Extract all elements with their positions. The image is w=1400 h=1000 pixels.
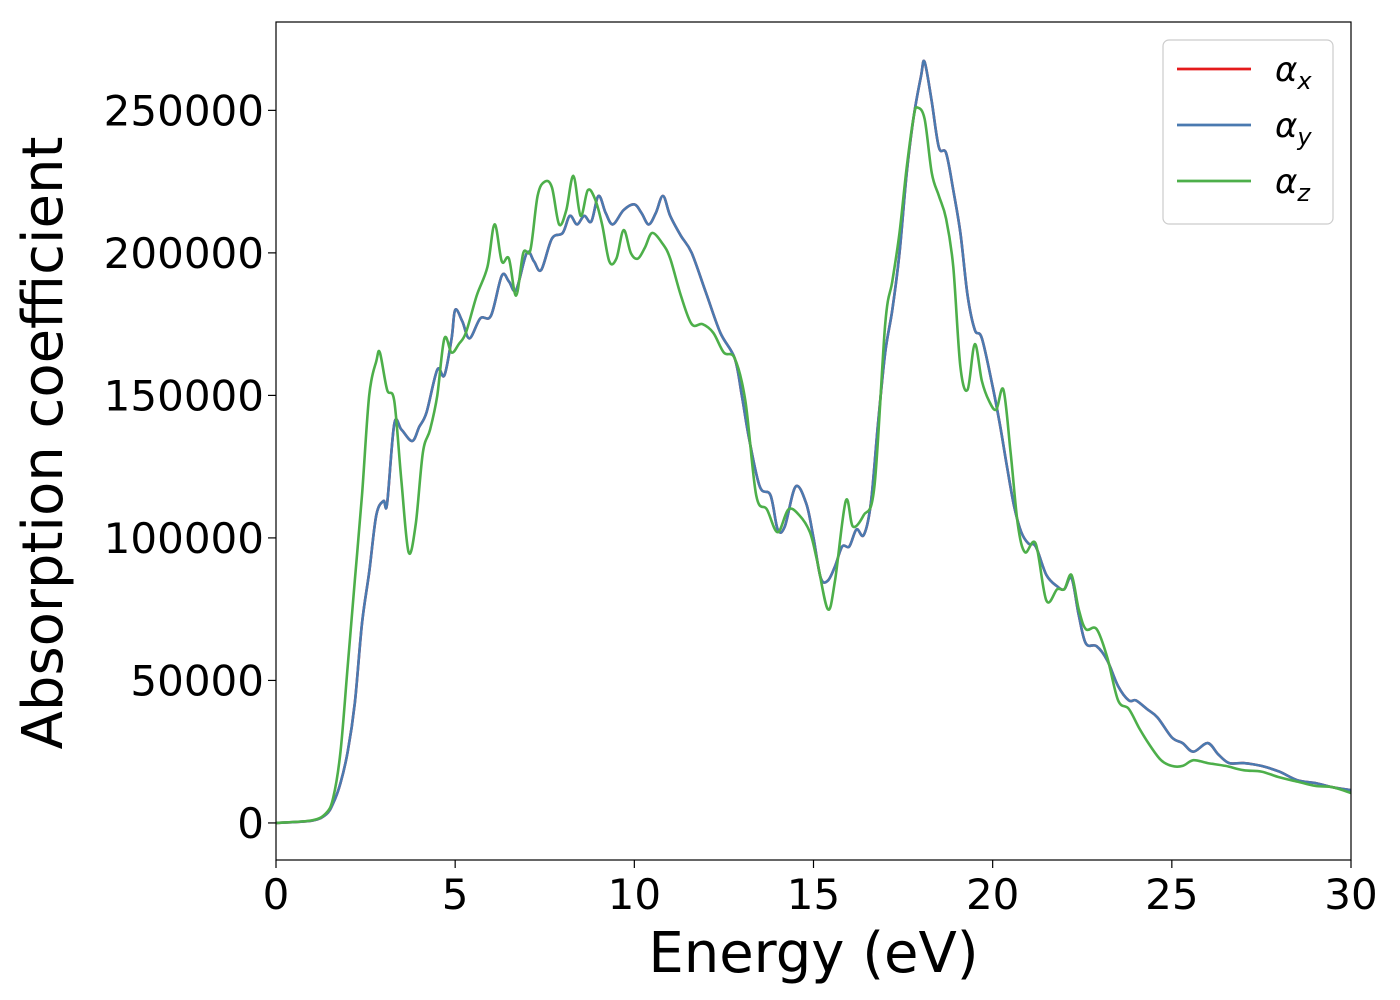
y-tick-label: 50000 [130, 656, 264, 705]
x-tick-label: 20 [966, 870, 1019, 919]
series-line-y [276, 59, 1351, 825]
x-tick-label: 30 [1324, 870, 1377, 919]
legend-label-z: αz [1275, 162, 1311, 207]
series-layer [276, 59, 1351, 825]
x-tick-label: 0 [263, 870, 290, 919]
x-tick-label: 5 [442, 870, 469, 919]
y-axis-label: Absorption coefficient [11, 137, 76, 750]
y-tick-label: 250000 [104, 86, 264, 135]
y-tick-label: 200000 [104, 229, 264, 278]
x-axis: 0 5 10 15 20 25 30 [263, 860, 1378, 919]
legend-box [1162, 39, 1334, 225]
legend: αx αy αz [1162, 39, 1334, 225]
y-tick-label: 100000 [104, 514, 264, 563]
x-tick-label: 15 [787, 870, 840, 919]
y-tick-label: 150000 [104, 371, 264, 420]
x-axis-label: Energy (eV) [648, 921, 978, 986]
x-tick-label: 10 [608, 870, 661, 919]
x-tick-label: 25 [1145, 870, 1198, 919]
legend-label-x: αx [1275, 50, 1312, 95]
y-tick-label: 0 [237, 799, 264, 848]
y-axis: 0 50000 100000 150000 200000 250000 [104, 86, 276, 848]
legend-label-y: αy [1275, 106, 1312, 151]
series-line-z [276, 105, 1351, 825]
